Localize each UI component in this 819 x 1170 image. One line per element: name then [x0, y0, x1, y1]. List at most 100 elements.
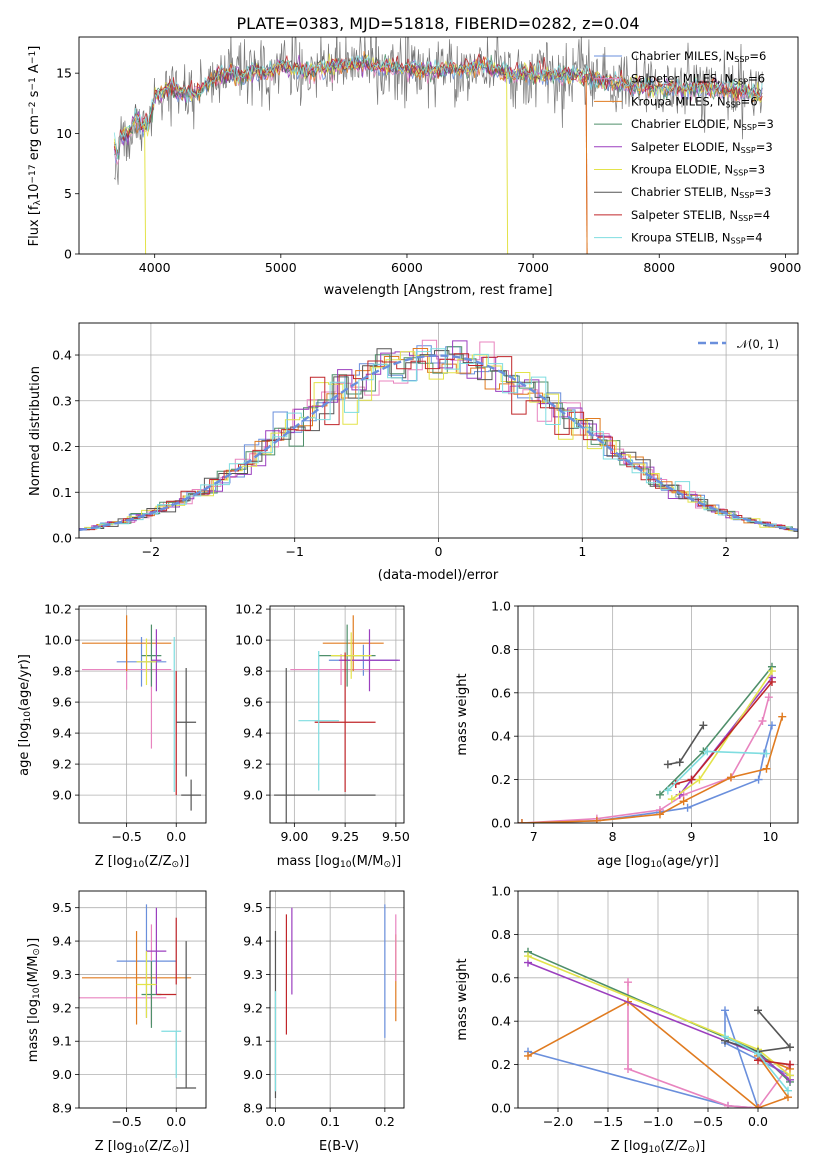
label-part: )]	[695, 1139, 705, 1154]
weight-marker	[721, 1032, 729, 1041]
weight-marker	[671, 779, 680, 788]
weight-marker	[695, 775, 704, 784]
label-part: )]	[179, 854, 189, 869]
legend-entry: Chabrier MILES, NSSP=6	[631, 49, 766, 64]
weight-marker	[784, 1086, 792, 1095]
label-part: Salpeter MILES, N	[631, 72, 733, 86]
x-tick-label: 10	[762, 829, 778, 844]
y-tick-label: 9.0	[52, 1067, 72, 1082]
label-part: (age/yr)]	[17, 654, 32, 711]
figure-title: PLATE=0383, MJD=51818, FIBERID=0282, z=0…	[236, 14, 639, 33]
axes-frame	[78, 322, 799, 539]
label-part: SSP	[739, 191, 754, 200]
label-part: −2	[28, 102, 38, 115]
y-tick-label: 0.2	[52, 439, 72, 454]
y-tick-label: 9.2	[52, 1000, 72, 1015]
label-part: age [log	[17, 723, 32, 776]
x-tick-label: −2	[142, 544, 160, 559]
y-tick-label: 1.0	[491, 884, 511, 899]
x-tick-label: −1	[285, 544, 303, 559]
x-axis-label: E(B-V)	[319, 1139, 359, 1154]
x-axis-label: wavelength [Angstrom, rest frame]	[324, 283, 553, 298]
y-tick-label: 1.0	[491, 599, 511, 614]
label-part: Kroupa STELIB, N	[631, 231, 731, 245]
label-part: =6	[748, 72, 765, 86]
y-tick-label: 9.8	[243, 664, 263, 679]
label-part: SSP	[741, 146, 756, 155]
x-axis-label: age [log10(age/yr)]	[597, 854, 719, 870]
weight-marker	[754, 1049, 762, 1058]
weight-marker	[679, 797, 688, 806]
x-tick-label: 9.25	[331, 829, 359, 844]
label-part: Salpeter ELODIE, N	[631, 140, 741, 154]
y-tick-label: 0.8	[491, 642, 511, 657]
legend-entry: Kroupa STELIB, NSSP=4	[631, 231, 763, 246]
legend-entry: Chabrier ELODIE, NSSP=3	[631, 117, 774, 132]
label-part: erg cm	[27, 115, 42, 164]
y-tick-label: 0	[64, 247, 72, 262]
weight-marker	[786, 1071, 794, 1080]
label-part: SSP	[734, 55, 749, 64]
x-tick-label: 2	[722, 544, 730, 559]
label-part: =3	[757, 117, 774, 131]
y-tick-label: 0.2	[491, 772, 511, 787]
axes-frame	[269, 890, 405, 1109]
y-axis-label: mass [log10(M/M⊙)]	[26, 938, 42, 1062]
label-part: 10	[650, 860, 662, 870]
weight-marker	[683, 803, 692, 812]
axes-frame	[78, 890, 207, 1109]
weight-marker	[592, 816, 601, 823]
axes-frame	[78, 36, 799, 255]
y-tick-label: 10.0	[235, 633, 263, 648]
z_mass-axes: −0.5 0.08.99.09.19.29.39.49.5Z [log10(Z/Z…	[26, 890, 207, 1155]
y-tick-label: 9.0	[52, 788, 72, 803]
label-part: =3	[754, 185, 771, 199]
histogram-kroupa-elodie	[84, 351, 798, 532]
y-tick-label: 0.0	[491, 816, 511, 831]
y-tick-label: 9.3	[52, 967, 72, 982]
axes-frame	[78, 605, 207, 824]
label-part: 𝒩	[737, 337, 751, 351]
normal-reference-curve	[79, 354, 798, 532]
label-part: SSP	[742, 123, 757, 132]
label-part: =4	[746, 231, 763, 245]
label-part: 10	[27, 184, 42, 201]
weight-marker	[655, 810, 664, 819]
weight-marker	[655, 790, 664, 799]
label-part: Z [log	[95, 1139, 133, 1154]
y-tick-label: 0.0	[491, 1101, 511, 1116]
legend-entry: Salpeter ELODIE, NSSP=3	[631, 140, 773, 155]
weight-marker	[767, 677, 776, 686]
spectrum-axes: 4000 5000 6000 7000 8000 9000 0 5 10 15 wavelength…	[27, 36, 801, 298]
z_weight-plot-area	[524, 947, 794, 1108]
x-tick-label: 9.00	[280, 829, 308, 844]
age_weight-plot-area	[518, 662, 787, 823]
y-axis-label: Flux [fλ10−17 erg cm−2 s−1 A−1]	[27, 46, 43, 247]
y-tick-label: 0.3	[52, 393, 72, 408]
label-part: =3	[748, 163, 765, 177]
y-tick-label: 10.0	[44, 633, 72, 648]
weight-marker	[524, 1051, 532, 1060]
weight-marker	[767, 721, 776, 730]
y-tick-label: 10.2	[44, 602, 72, 617]
weight-marker	[754, 1006, 762, 1015]
label-part: (Z/Z	[660, 1139, 687, 1154]
axes-frame	[269, 605, 405, 824]
label-part: ⊙	[32, 948, 42, 956]
legend-entry: 𝒩(0, 1)	[737, 337, 779, 351]
label-part: −1	[28, 77, 38, 90]
label-part: 10	[649, 1145, 661, 1155]
weight-marker	[754, 775, 763, 784]
y-tick-label: 0.1	[52, 485, 72, 500]
label-part: (Z/Z	[144, 1139, 171, 1154]
label-part: (M/M	[352, 854, 384, 869]
model-dropout	[585, 76, 588, 254]
weight-marker	[624, 978, 632, 987]
weight-marker	[758, 717, 767, 726]
weight-marker	[726, 773, 735, 782]
label-part: λ	[33, 200, 43, 206]
label-part: Kroupa MILES, N	[631, 94, 726, 108]
label-part: (M/M	[26, 956, 41, 988]
x-tick-label: 8	[609, 829, 617, 844]
